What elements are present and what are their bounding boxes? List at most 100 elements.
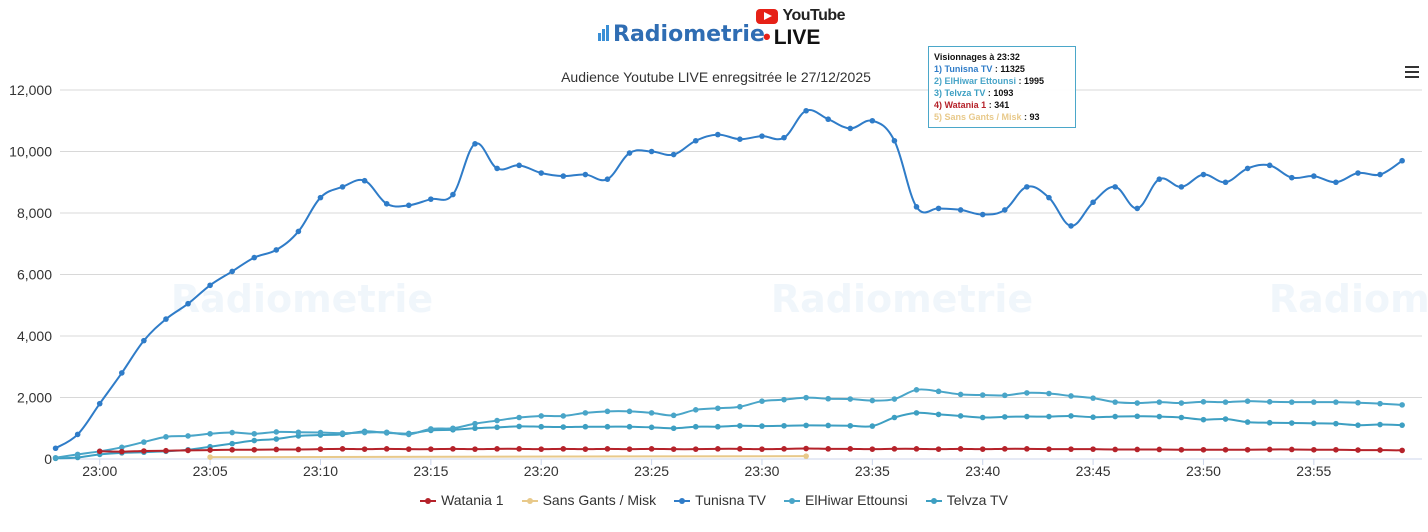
data-point xyxy=(405,202,412,209)
series-elhiwar-ettounsi[interactable] xyxy=(52,387,1405,461)
data-point xyxy=(979,414,986,421)
watermark-text: Radiometrie xyxy=(1269,277,1428,321)
bars-icon xyxy=(598,22,610,47)
series-telvza-tv[interactable] xyxy=(52,410,1405,462)
data-point xyxy=(163,447,169,454)
data-point xyxy=(295,446,302,453)
data-point xyxy=(604,408,611,415)
series-line xyxy=(99,447,1403,453)
data-point xyxy=(560,424,567,430)
series-sans-gants-misk[interactable] xyxy=(207,453,809,460)
data-point xyxy=(957,391,964,398)
series-tunisna-tv[interactable] xyxy=(52,107,1405,452)
data-point xyxy=(251,430,258,437)
data-point xyxy=(141,439,147,445)
data-point xyxy=(1266,446,1273,453)
data-point xyxy=(759,398,765,404)
data-point xyxy=(1024,413,1030,420)
data-point xyxy=(1112,399,1118,405)
data-point xyxy=(207,430,213,437)
x-tick-label: 23:50 xyxy=(1186,463,1221,479)
y-tick-label: 12,000 xyxy=(9,82,52,98)
y-tick-label: 4,000 xyxy=(17,328,52,344)
data-point xyxy=(74,431,81,438)
data-point xyxy=(1288,420,1295,426)
legend-item[interactable]: ElHiwar Ettounsi xyxy=(784,492,908,508)
data-point xyxy=(207,454,213,460)
data-point xyxy=(516,446,522,452)
data-point xyxy=(604,176,611,182)
data-point xyxy=(273,446,280,453)
data-point xyxy=(339,446,346,452)
data-point xyxy=(1222,179,1229,186)
data-point xyxy=(494,446,500,452)
data-point xyxy=(383,446,390,452)
data-point xyxy=(803,453,809,459)
series-watania-1[interactable] xyxy=(96,445,1405,455)
data-point xyxy=(1090,395,1096,401)
data-point xyxy=(207,282,213,289)
data-point xyxy=(759,446,765,452)
tooltip-series-label: 1) Tunisna TV xyxy=(934,64,993,74)
x-tick-label: 23:55 xyxy=(1296,463,1331,479)
legend-label: Sans Gants / Misk xyxy=(542,492,657,508)
data-point xyxy=(957,207,964,213)
data-point xyxy=(935,205,942,212)
data-point xyxy=(803,107,809,114)
hamburger-menu-icon[interactable] xyxy=(1405,66,1419,78)
legend-item[interactable]: Tunisna TV xyxy=(674,492,766,508)
data-point xyxy=(273,436,280,442)
data-point xyxy=(405,446,412,452)
tooltip-row: 2) ElHiwar Ettounsi : 1995 xyxy=(934,75,1070,87)
tooltip-series-label: 5) Sans Gants / Misk xyxy=(934,112,1022,122)
data-point xyxy=(1068,446,1074,452)
data-point xyxy=(383,200,390,207)
live-badge: • LIVE xyxy=(763,24,820,50)
data-point xyxy=(185,433,191,439)
data-point xyxy=(119,444,125,451)
chart-title: Audience Youtube LIVE enregsitrée le 27/… xyxy=(561,69,871,85)
data-point xyxy=(494,424,500,431)
data-point xyxy=(273,429,280,435)
data-point xyxy=(516,423,522,430)
data-point xyxy=(229,429,235,436)
data-point xyxy=(1156,413,1163,420)
data-point xyxy=(295,429,302,436)
data-point xyxy=(383,429,390,436)
data-point xyxy=(185,300,191,307)
data-point xyxy=(1200,416,1207,423)
data-point xyxy=(781,422,787,429)
series-line xyxy=(55,388,1403,459)
legend-marker-icon xyxy=(420,496,437,506)
data-point xyxy=(1399,157,1405,164)
data-point xyxy=(428,196,434,202)
data-point xyxy=(1112,446,1118,453)
data-point xyxy=(538,423,545,430)
data-point xyxy=(891,137,898,144)
tooltip-separator: : xyxy=(985,88,994,98)
tooltip-title: Visionnages à 23:32 xyxy=(934,52,1020,62)
data-point xyxy=(185,447,191,454)
y-tick-label: 6,000 xyxy=(17,267,52,283)
legend-marker-icon xyxy=(674,496,691,506)
legend-item[interactable]: Watania 1 xyxy=(420,492,504,508)
data-point xyxy=(803,394,809,401)
data-point xyxy=(1001,207,1008,213)
data-point xyxy=(163,434,169,440)
legend-item[interactable]: Sans Gants / Misk xyxy=(521,492,657,508)
data-point xyxy=(1244,446,1251,453)
data-point xyxy=(1355,399,1361,406)
legend-item[interactable]: Telvza TV xyxy=(925,492,1008,508)
data-point xyxy=(494,165,500,172)
data-point xyxy=(1024,446,1030,452)
data-point xyxy=(1399,447,1405,454)
data-point xyxy=(1200,171,1207,178)
legend-marker-icon xyxy=(925,496,942,506)
data-point xyxy=(1112,184,1118,190)
data-point xyxy=(428,446,434,452)
data-point xyxy=(737,403,743,410)
data-point xyxy=(582,171,589,178)
data-point xyxy=(1399,422,1405,428)
tooltip-separator: : xyxy=(992,64,1001,74)
